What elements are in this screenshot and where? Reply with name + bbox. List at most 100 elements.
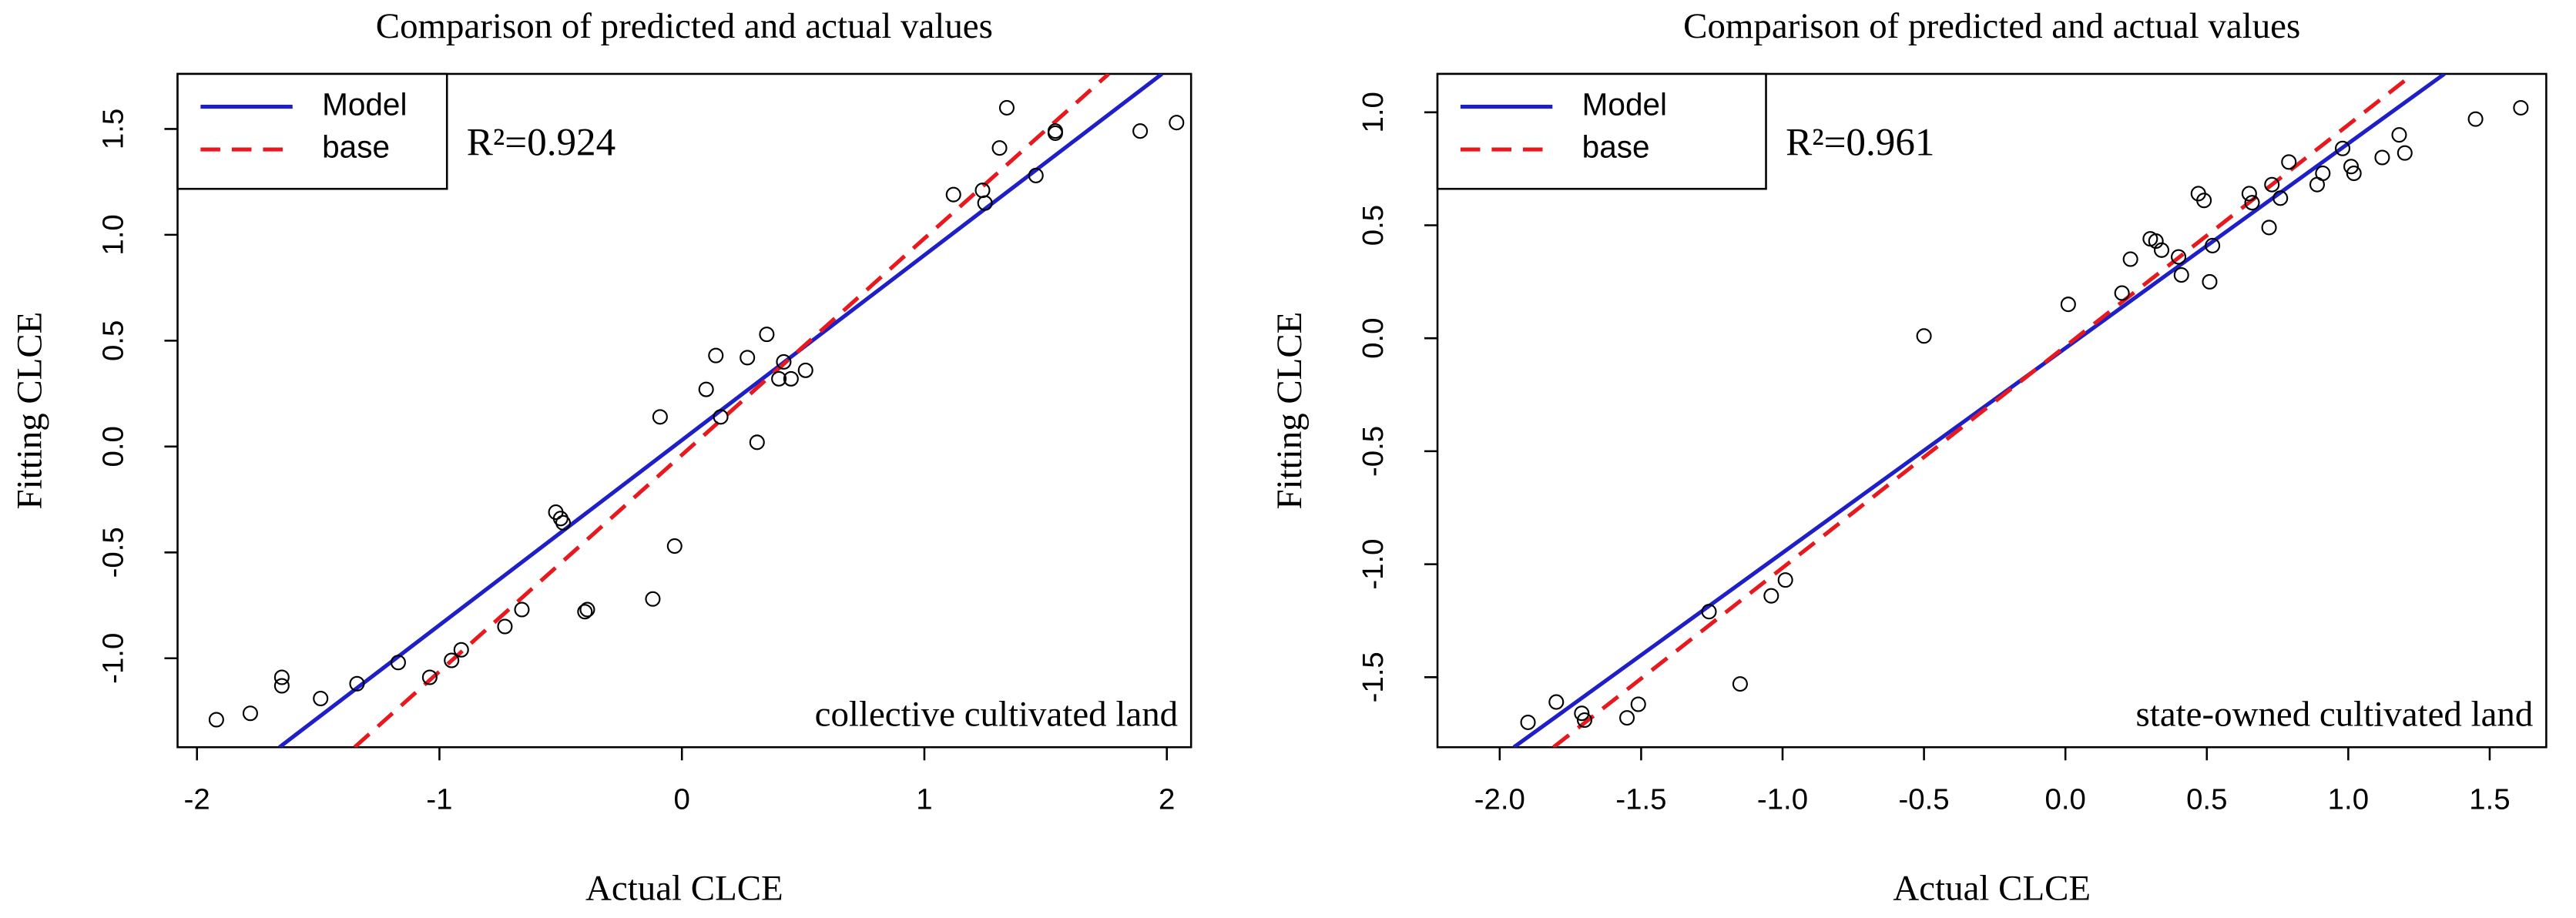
- legend-label: Model: [1582, 86, 1667, 122]
- data-point: [740, 350, 756, 366]
- legend-box: [176, 72, 448, 190]
- data-point: [2315, 166, 2331, 182]
- y-tick-label: -0.5: [97, 527, 130, 578]
- data-point: [2244, 195, 2260, 211]
- y-axis-label: Fitting CLCE: [10, 312, 50, 510]
- legend-box: [1436, 72, 1767, 190]
- fit-line: [353, 73, 1110, 748]
- legend-label: base: [1582, 129, 1650, 165]
- legend-label: base: [322, 129, 390, 165]
- data-point: [945, 186, 961, 203]
- y-tick-label: 0.0: [97, 426, 130, 467]
- data-point: [797, 362, 813, 378]
- data-point: [991, 140, 1008, 156]
- data-point: [497, 618, 513, 635]
- data-point: [242, 705, 258, 722]
- x-tick-label: 1.5: [2469, 783, 2510, 816]
- data-point: [1576, 712, 1593, 729]
- x-tick-label: 0.5: [2186, 783, 2227, 816]
- data-point: [749, 434, 765, 451]
- data-point: [2335, 140, 2351, 156]
- data-point: [2261, 219, 2277, 236]
- data-point: [2513, 99, 2529, 116]
- y-tick-label: 1.0: [97, 214, 130, 255]
- data-point: [1777, 572, 1793, 588]
- data-point: [2264, 176, 2280, 193]
- x-tick-label: 0: [674, 783, 690, 816]
- x-tick-label: -1: [426, 783, 452, 816]
- annotation: R²=0.961: [1786, 121, 1934, 165]
- panel: Comparison of predicted and actual value…: [1270, 6, 2547, 909]
- y-tick-label: 1.0: [1357, 92, 1390, 132]
- data-point: [2173, 267, 2189, 283]
- data-point: [708, 347, 724, 364]
- data-point: [1916, 328, 1932, 344]
- x-tick-label: 2: [1159, 783, 1175, 816]
- data-point: [2205, 237, 2221, 253]
- data-point: [698, 381, 714, 397]
- fit-line: [1512, 73, 2446, 748]
- data-point: [313, 690, 329, 707]
- x-tick-label: 0.0: [2045, 783, 2086, 816]
- data-point: [444, 652, 460, 668]
- data-point: [998, 99, 1015, 116]
- data-point: [1169, 115, 1185, 131]
- data-point: [2343, 159, 2360, 175]
- panel: Comparison of predicted and actual value…: [10, 6, 1192, 909]
- data-point: [2148, 233, 2164, 250]
- plot-area: [208, 73, 1185, 748]
- plot-frame: [176, 72, 1192, 749]
- data-point: [1619, 710, 1635, 726]
- data-point: [2154, 242, 2170, 258]
- data-point: [2060, 297, 2076, 313]
- x-tick-label: -0.5: [1899, 783, 1950, 816]
- chart-title: Comparison of predicted and actual value…: [376, 6, 993, 46]
- data-point: [1132, 123, 1149, 139]
- data-point: [390, 655, 406, 671]
- data-point: [2241, 186, 2257, 202]
- data-point: [2467, 111, 2484, 127]
- data-point: [1732, 676, 1748, 692]
- data-point: [555, 514, 571, 531]
- data-point: [1028, 167, 1044, 183]
- x-axis-label: Actual CLCE: [1893, 869, 2091, 909]
- data-point: [771, 370, 787, 387]
- data-point: [1701, 604, 1717, 620]
- data-point: [273, 669, 290, 685]
- data-point: [2114, 285, 2130, 301]
- data-point: [977, 195, 993, 211]
- x-axis-label: Actual CLCE: [585, 869, 783, 909]
- data-point: [1630, 696, 1646, 712]
- data-point: [579, 601, 595, 618]
- panel-note: state-owned cultivated land: [2136, 695, 2534, 735]
- data-point: [2202, 273, 2218, 290]
- x-tick-label: 1: [916, 783, 932, 816]
- data-point: [577, 604, 593, 620]
- fit-line: [1552, 73, 2415, 748]
- plot-area: [1512, 73, 2529, 748]
- x-tick-label: -2: [184, 783, 210, 816]
- x-tick-label: -2.0: [1474, 783, 1525, 816]
- data-point: [759, 327, 775, 343]
- y-tick-label: -1.0: [97, 633, 130, 684]
- x-tick-label: -1.5: [1615, 783, 1666, 816]
- data-point: [652, 409, 668, 425]
- y-tick-label: -0.5: [1357, 426, 1390, 477]
- data-point: [2272, 190, 2289, 206]
- data-point: [2346, 166, 2362, 182]
- y-tick-label: -1.0: [1357, 539, 1390, 590]
- data-point: [421, 669, 438, 685]
- panel-note: collective cultivated land: [815, 695, 1178, 735]
- y-tick-label: 0.5: [97, 320, 130, 361]
- data-point: [2397, 145, 2413, 161]
- data-point: [1574, 705, 1590, 722]
- x-tick-label: 1.0: [2328, 783, 2369, 816]
- data-point: [776, 353, 792, 370]
- annotation: R²=0.924: [467, 121, 615, 165]
- y-tick-label: 1.5: [97, 109, 130, 149]
- data-point: [1047, 123, 1063, 139]
- y-axis-label: Fitting CLCE: [1270, 312, 1310, 510]
- data-point: [2374, 149, 2390, 166]
- data-point: [349, 675, 365, 692]
- data-point: [713, 409, 729, 425]
